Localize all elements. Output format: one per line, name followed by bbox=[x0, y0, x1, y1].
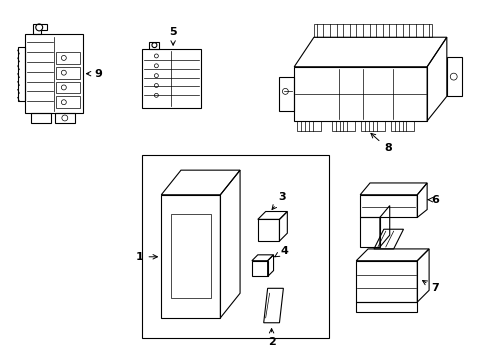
Text: 9: 9 bbox=[86, 69, 102, 79]
Text: 8: 8 bbox=[370, 133, 391, 153]
Text: 7: 7 bbox=[422, 280, 438, 293]
Bar bbox=[390, 121, 413, 131]
Bar bbox=[55, 113, 75, 123]
Bar bbox=[142, 156, 328, 338]
Text: 2: 2 bbox=[267, 329, 275, 347]
Text: 3: 3 bbox=[271, 192, 285, 210]
Bar bbox=[297, 121, 320, 131]
Bar bbox=[356, 261, 416, 302]
Text: 6: 6 bbox=[427, 195, 438, 205]
Text: 1: 1 bbox=[136, 252, 157, 262]
Bar bbox=[361, 121, 384, 131]
Bar bbox=[251, 261, 267, 276]
Bar bbox=[56, 67, 80, 78]
Bar bbox=[56, 52, 80, 64]
Bar bbox=[356, 302, 416, 312]
Bar bbox=[31, 113, 51, 123]
Text: 5: 5 bbox=[169, 27, 177, 45]
Text: 4: 4 bbox=[274, 246, 288, 257]
Bar bbox=[142, 49, 200, 108]
Bar bbox=[331, 121, 355, 131]
Bar bbox=[56, 96, 80, 108]
Bar bbox=[257, 219, 279, 241]
Bar bbox=[56, 82, 80, 93]
